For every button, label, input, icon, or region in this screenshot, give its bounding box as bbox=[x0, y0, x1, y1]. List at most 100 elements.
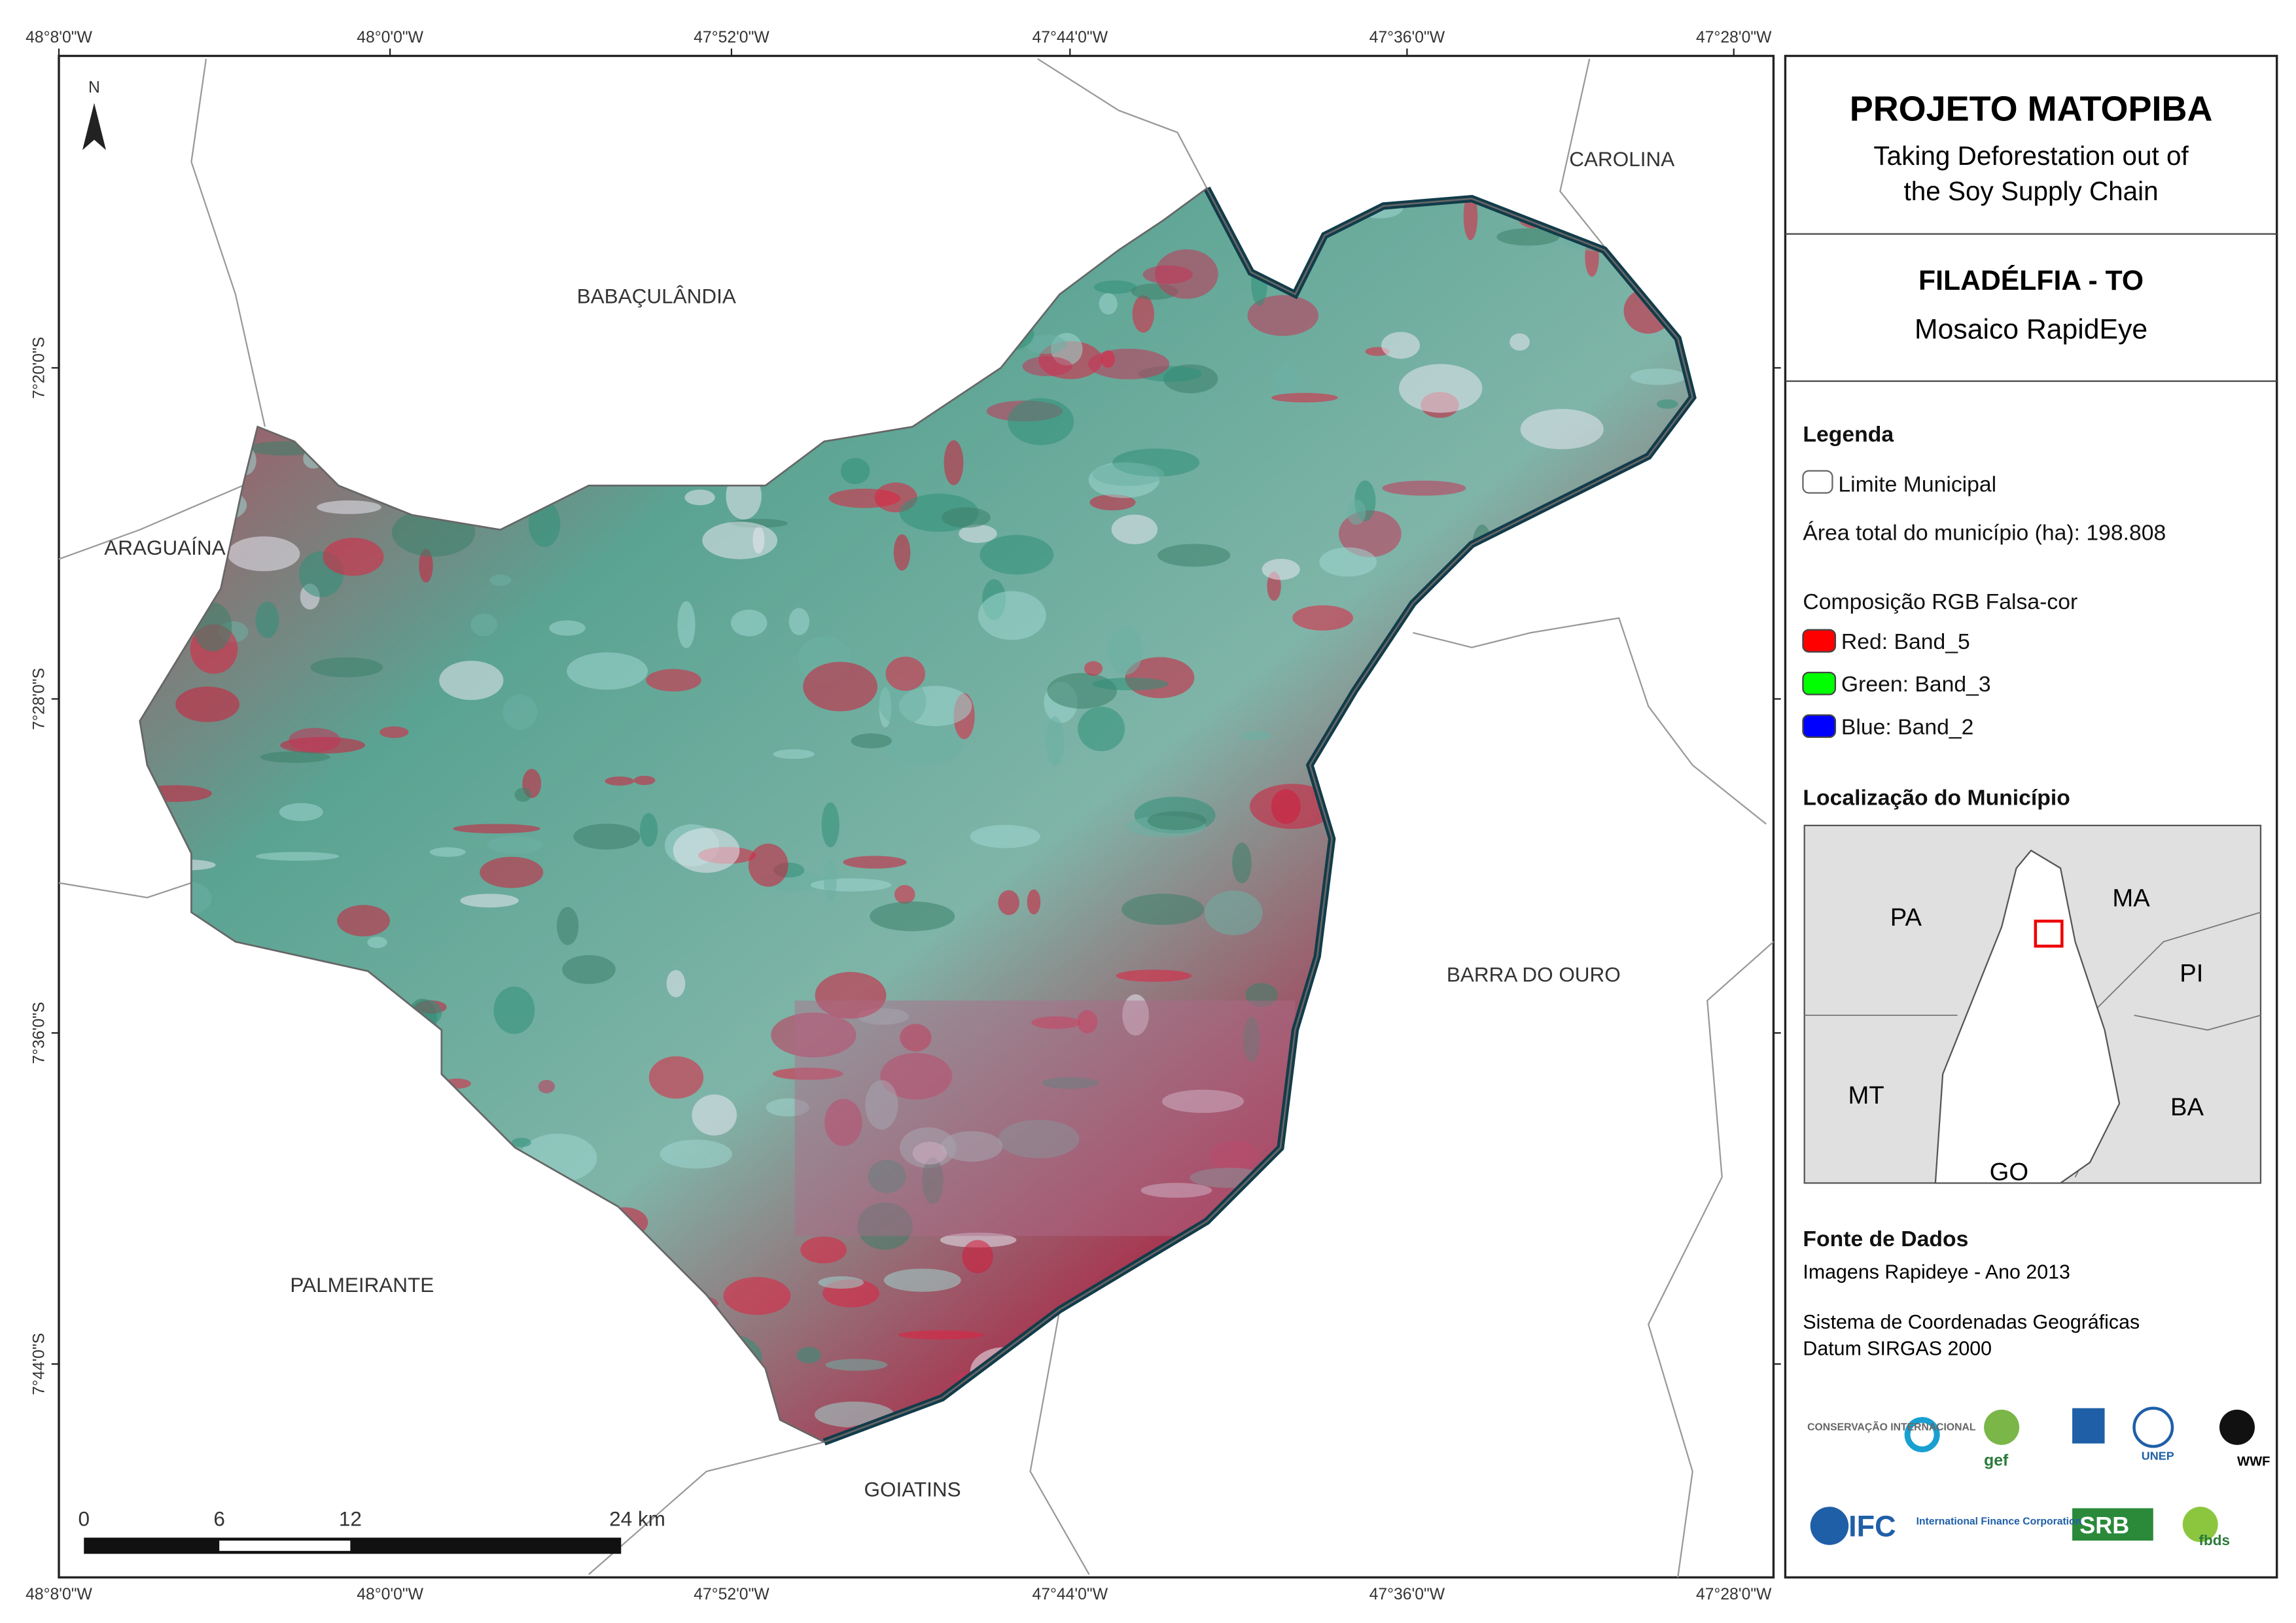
texture bbox=[978, 591, 1046, 640]
texture bbox=[1496, 228, 1560, 246]
subtitle: Taking Deforestation out of bbox=[1873, 141, 2189, 171]
texture bbox=[1232, 842, 1252, 884]
tocantins bbox=[1934, 849, 2121, 1184]
texture bbox=[1140, 1183, 1212, 1198]
texture bbox=[289, 727, 341, 752]
texture bbox=[883, 725, 963, 765]
texture bbox=[851, 733, 892, 749]
texture bbox=[766, 1098, 809, 1117]
coord-label: 47°44'0"W bbox=[1033, 1586, 1108, 1603]
texture bbox=[489, 574, 512, 586]
texture bbox=[255, 852, 340, 861]
texture bbox=[227, 536, 300, 572]
coord-label: 48°8'0"W bbox=[26, 29, 92, 46]
texture bbox=[279, 803, 323, 822]
place-label: ARAGUAÍNA bbox=[104, 536, 225, 559]
coord-label: 48°8'0"W bbox=[26, 1586, 92, 1603]
product: Mosaico RapidEye bbox=[1915, 313, 2147, 345]
logo-text: WWF bbox=[2237, 1454, 2270, 1469]
texture bbox=[970, 824, 1040, 848]
texture bbox=[868, 1159, 906, 1193]
texture bbox=[998, 1119, 1080, 1159]
texture bbox=[337, 905, 390, 937]
logo bbox=[2072, 1408, 2105, 1444]
texture bbox=[470, 613, 498, 637]
texture bbox=[605, 777, 635, 786]
side-panel bbox=[1784, 54, 2278, 1579]
texture bbox=[538, 1079, 555, 1094]
texture bbox=[648, 1056, 704, 1099]
texture bbox=[511, 1138, 531, 1147]
legend-label: Green: Band_3 bbox=[1841, 672, 1991, 697]
coord-label: 48°0'0"W bbox=[357, 1586, 423, 1603]
texture bbox=[1292, 605, 1354, 631]
texture bbox=[1101, 350, 1115, 368]
texture bbox=[673, 828, 740, 873]
texture bbox=[380, 726, 409, 739]
texture bbox=[840, 457, 870, 485]
place-label: PALMEIRANTE bbox=[290, 1273, 434, 1297]
logo-text: CONSERVAÇÃO INTERNACIONAL bbox=[1807, 1420, 1976, 1433]
texture bbox=[1250, 784, 1335, 829]
inset-label: PI bbox=[2180, 959, 2203, 987]
texture bbox=[1084, 661, 1103, 676]
legend-area: Área total do município (ha): 198.808 bbox=[1803, 521, 2166, 546]
texture bbox=[828, 488, 901, 508]
texture bbox=[730, 609, 768, 637]
place-label: GOIATINS bbox=[864, 1478, 961, 1501]
logo-text: gef bbox=[1984, 1452, 2009, 1469]
logo bbox=[2072, 1508, 2153, 1541]
legend-label: Limite Municipal bbox=[1838, 472, 1996, 497]
texture bbox=[1087, 348, 1170, 379]
texture bbox=[317, 500, 381, 514]
texture bbox=[803, 661, 878, 712]
texture bbox=[1042, 1077, 1099, 1089]
inset-boundaries bbox=[1804, 911, 2261, 1178]
inset-label: PA bbox=[1890, 903, 1922, 932]
source-line: Datum SIRGAS 2000 bbox=[1803, 1338, 1992, 1360]
texture bbox=[1122, 894, 1205, 925]
texture bbox=[1116, 969, 1192, 982]
texture bbox=[815, 971, 887, 1019]
source-line: Sistema de Coordenadas Geográficas bbox=[1803, 1312, 2140, 1333]
texture bbox=[878, 677, 927, 725]
texture bbox=[1022, 356, 1072, 377]
location-marker bbox=[2034, 919, 2064, 948]
texture bbox=[1077, 1010, 1098, 1034]
texture bbox=[865, 1079, 898, 1130]
texture bbox=[1210, 1140, 1258, 1171]
texture bbox=[1275, 360, 1298, 403]
sources-title: Fonte de Dados bbox=[1803, 1227, 1968, 1251]
subtitle: the Soy Supply Chain bbox=[1903, 176, 2158, 206]
location-title: Localização do Município bbox=[1803, 785, 2070, 810]
legend-swatch bbox=[1802, 470, 1833, 494]
texture bbox=[480, 856, 544, 888]
texture bbox=[666, 969, 686, 998]
texture bbox=[800, 1236, 847, 1264]
logo-text: fbds bbox=[2199, 1532, 2230, 1548]
legend-swatch bbox=[1802, 714, 1837, 739]
coord-label: 7°20'0"S bbox=[31, 337, 48, 399]
texture bbox=[1108, 627, 1143, 675]
scale-label: 0 bbox=[78, 1507, 90, 1531]
texture bbox=[1381, 332, 1421, 359]
texture bbox=[1147, 811, 1207, 830]
texture bbox=[1008, 398, 1074, 445]
texture bbox=[419, 549, 433, 583]
scale-label: 6 bbox=[213, 1507, 225, 1531]
texture bbox=[788, 608, 809, 635]
texture bbox=[900, 1024, 932, 1052]
texture bbox=[323, 538, 384, 576]
texture bbox=[1239, 731, 1271, 741]
texture bbox=[1157, 544, 1231, 567]
texture bbox=[823, 859, 837, 901]
texture bbox=[1031, 1016, 1081, 1029]
texture bbox=[1510, 333, 1530, 351]
texture bbox=[748, 843, 788, 887]
inset-label: BA bbox=[2170, 1093, 2204, 1121]
texture bbox=[1092, 462, 1165, 486]
scale-bar bbox=[84, 1537, 622, 1554]
scale-label: 12 bbox=[339, 1507, 362, 1531]
texture bbox=[922, 1157, 944, 1204]
title: PROJETO MATOPIBA bbox=[1850, 89, 2213, 128]
